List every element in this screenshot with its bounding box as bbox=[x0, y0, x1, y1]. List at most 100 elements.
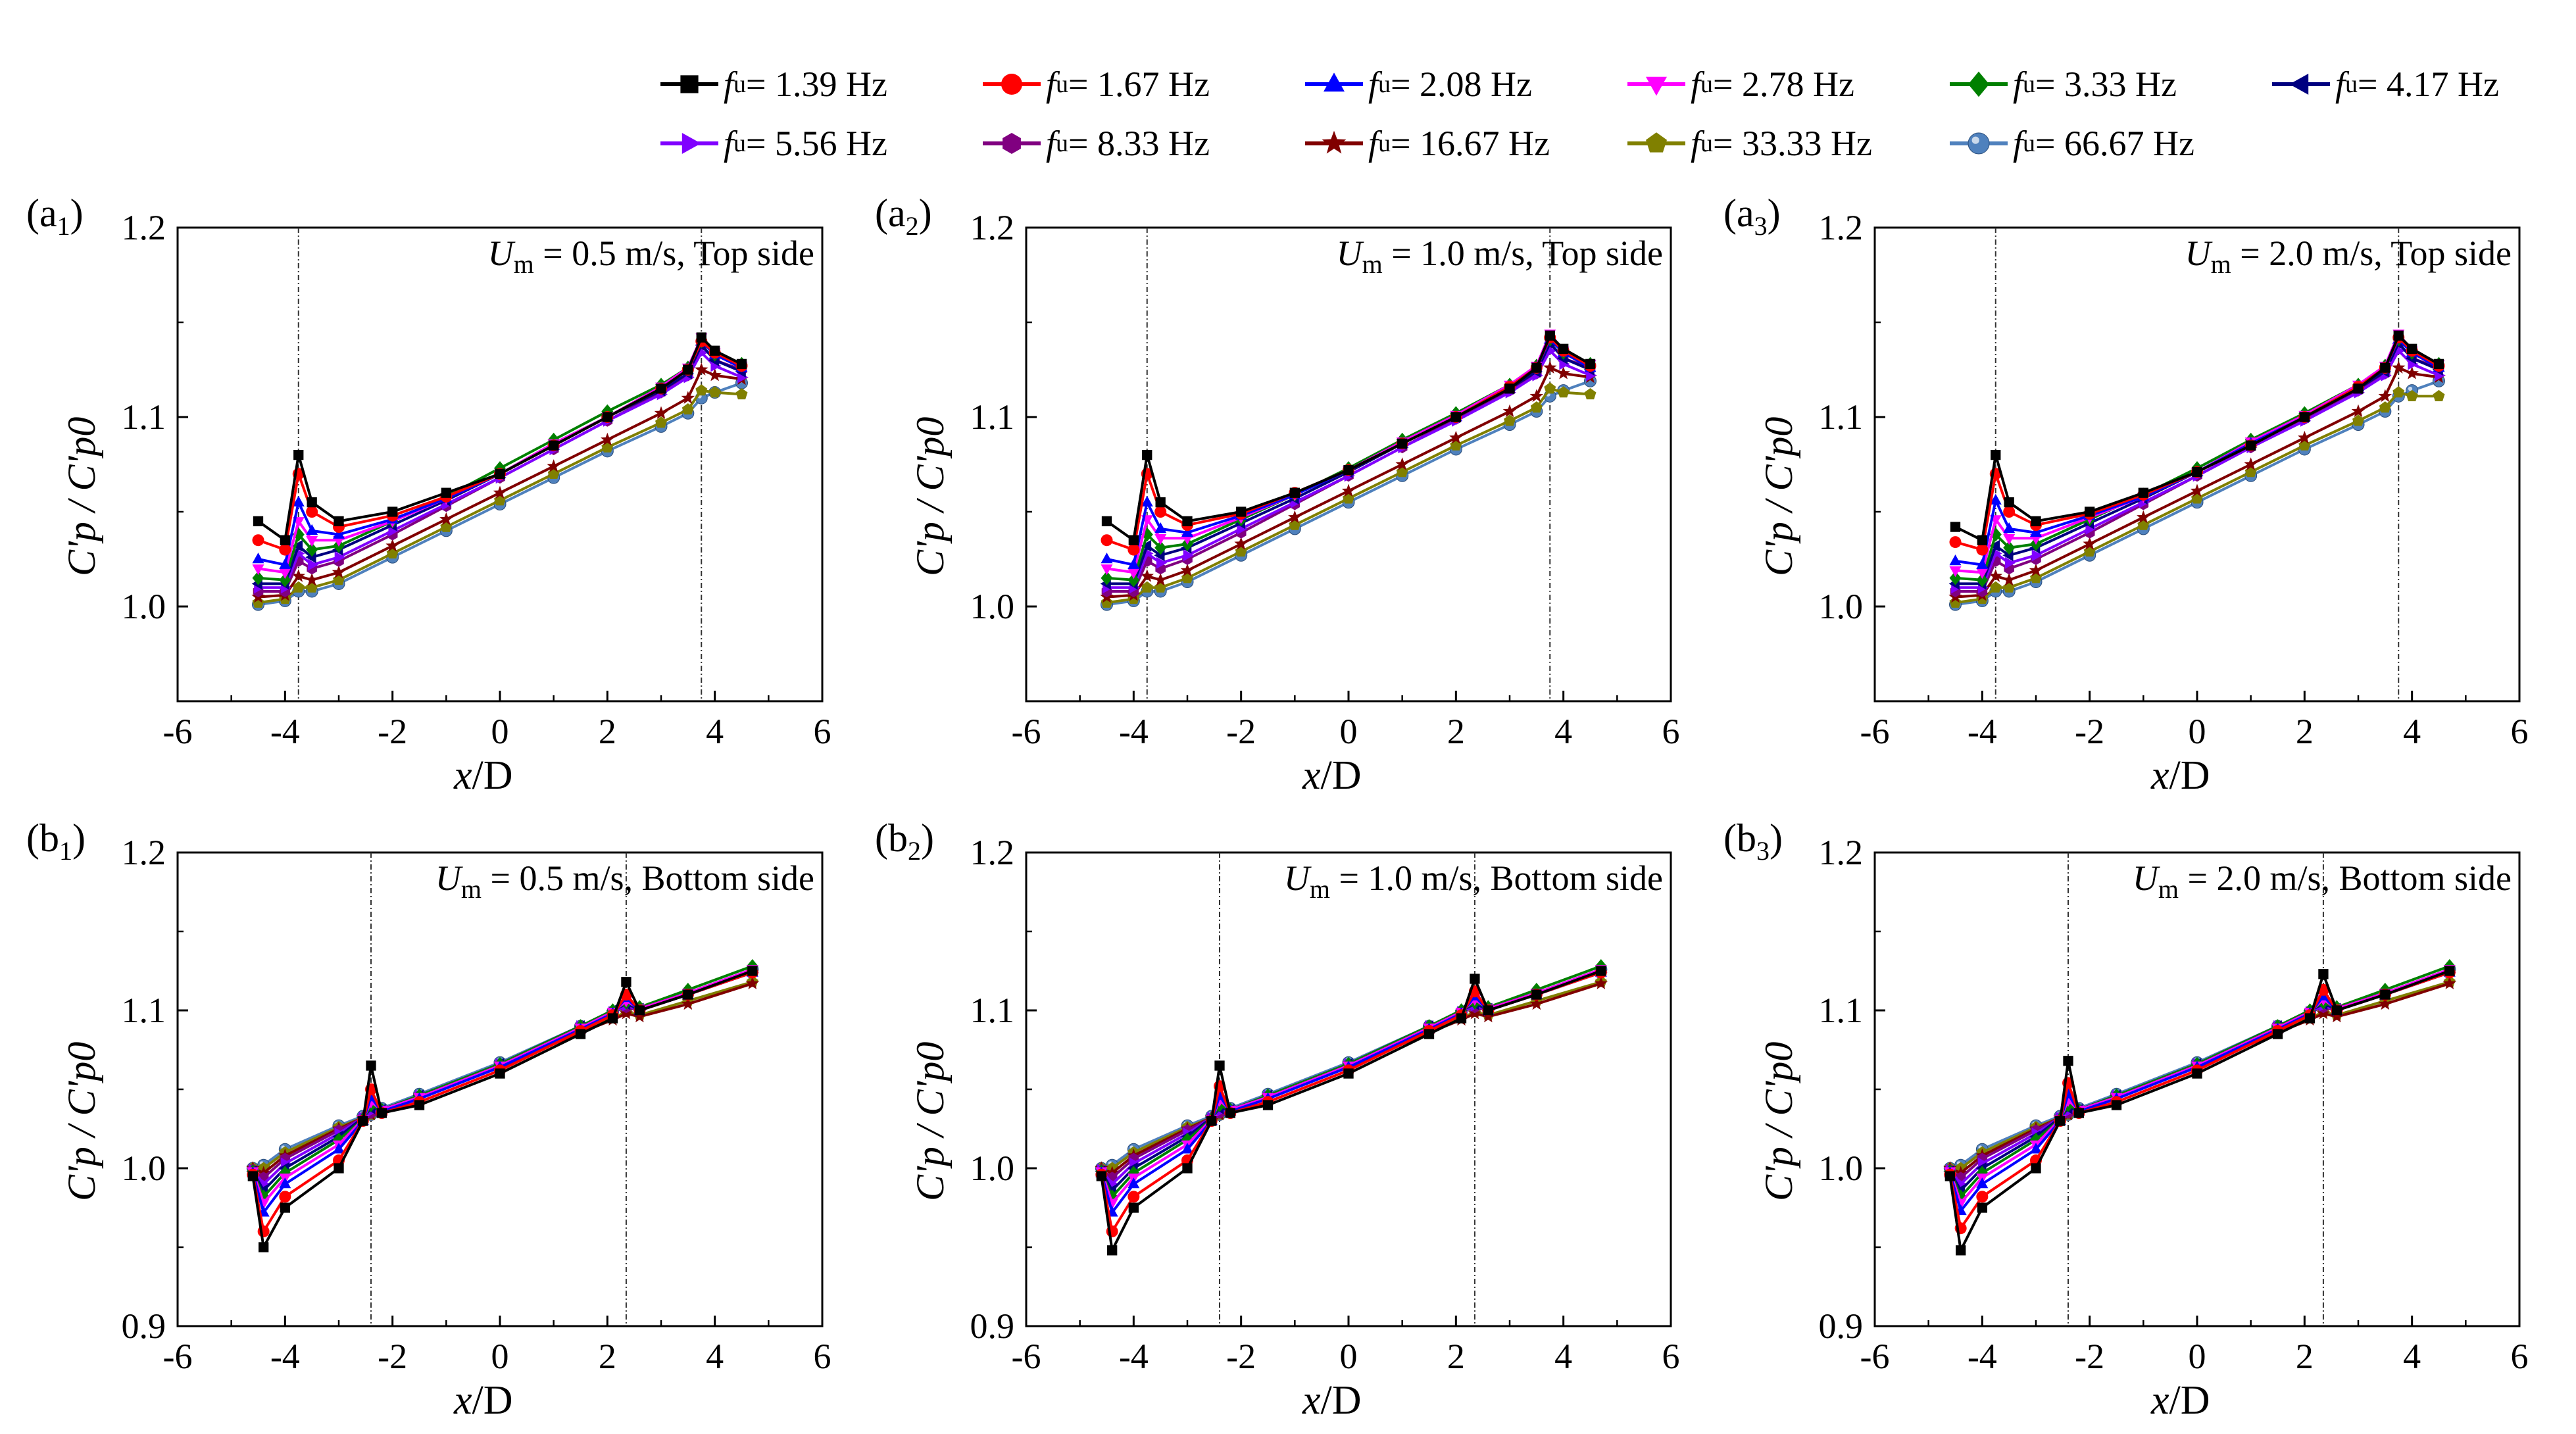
x-tick-label: 4 bbox=[706, 1337, 724, 1376]
y-tick-label: 1.0 bbox=[970, 587, 1015, 626]
series-5 bbox=[252, 334, 748, 587]
x-axis-label-var: x bbox=[1302, 1378, 1321, 1423]
data-point bbox=[1529, 997, 1544, 1010]
legend-symbol: f bbox=[1368, 64, 1379, 104]
data-point bbox=[2003, 506, 2016, 518]
x-tick-label: -6 bbox=[163, 1337, 193, 1376]
data-point bbox=[1154, 534, 1167, 545]
data-point bbox=[293, 449, 304, 460]
legend-label: = 5.56 Hz bbox=[746, 124, 887, 163]
data-point bbox=[2030, 534, 2042, 545]
annotation-text: = 1.0 m/s, Top side bbox=[1382, 234, 1663, 273]
x-tick-label: 0 bbox=[491, 1337, 509, 1376]
x-tick-label: 4 bbox=[1554, 712, 1572, 751]
data-point bbox=[1236, 507, 1247, 517]
data-point bbox=[735, 388, 748, 400]
x-axis-label: x/D bbox=[454, 1377, 513, 1424]
legend-subscript: u bbox=[733, 130, 747, 157]
panel-annotation: Um = 0.5 m/s, Top side bbox=[488, 233, 814, 280]
plot-area bbox=[251, 332, 749, 611]
data-point bbox=[1504, 383, 1515, 394]
plot-frame bbox=[1873, 851, 2521, 1327]
legend-swatch bbox=[1950, 71, 2008, 97]
x-axis-label-var: x bbox=[454, 1378, 472, 1423]
data-point bbox=[307, 558, 319, 571]
data-point bbox=[2380, 362, 2390, 373]
data-point bbox=[1449, 430, 1463, 444]
data-point bbox=[280, 1202, 290, 1213]
series-line bbox=[1948, 970, 2450, 1255]
marker-highlight bbox=[1971, 136, 1979, 144]
data-point bbox=[1502, 404, 1517, 418]
annotation-text: = 1.0 m/s, Bottom side bbox=[1330, 858, 1664, 898]
data-point bbox=[2407, 343, 2417, 354]
panel-letter-close: ) bbox=[920, 816, 934, 860]
data-point bbox=[2299, 412, 2310, 422]
data-point bbox=[2433, 389, 2445, 401]
data-point bbox=[1153, 572, 1168, 586]
data-point bbox=[1977, 535, 1987, 545]
data-point bbox=[2003, 581, 2016, 593]
data-point bbox=[259, 1242, 269, 1252]
series-5 bbox=[1101, 332, 1597, 587]
data-point bbox=[2031, 516, 2041, 527]
panel-annotation: Um = 2.0 m/s, Top side bbox=[2185, 233, 2512, 280]
data-point bbox=[2272, 1029, 2283, 1039]
panel-letter-close: ) bbox=[72, 816, 86, 860]
data-point bbox=[708, 368, 722, 382]
series-line bbox=[1106, 333, 1591, 543]
legend-symbol: f bbox=[2335, 64, 2346, 104]
series-line bbox=[258, 339, 743, 581]
data-point bbox=[1989, 569, 2002, 582]
legend-swatch bbox=[2272, 74, 2330, 95]
data-point bbox=[1977, 1202, 1987, 1213]
legend-symbol: f bbox=[1691, 64, 1701, 104]
data-point bbox=[2433, 358, 2444, 370]
x-tick-label: 6 bbox=[2511, 712, 2529, 751]
x-tick-label: 6 bbox=[2511, 1337, 2529, 1376]
data-point bbox=[1956, 1245, 1966, 1256]
y-tick-label: 1.1 bbox=[970, 991, 1015, 1030]
x-tick-label: -2 bbox=[1226, 1337, 1256, 1376]
y-tick-label: 1.0 bbox=[1819, 587, 1864, 626]
data-point bbox=[1127, 558, 1140, 569]
legend-swatch bbox=[1950, 132, 2008, 155]
series-line bbox=[1948, 971, 2450, 1232]
legend-marker bbox=[1324, 72, 1345, 92]
y-tick-label: 1.2 bbox=[122, 833, 166, 872]
annotation-subscript: m bbox=[2210, 249, 2231, 279]
data-point bbox=[1544, 382, 1556, 394]
x-tick-label: 2 bbox=[2296, 712, 2314, 751]
data-point bbox=[279, 543, 291, 556]
data-point bbox=[2378, 389, 2392, 403]
y-tick-label: 1.0 bbox=[122, 1149, 166, 1188]
data-point bbox=[333, 535, 345, 547]
series-1 bbox=[1096, 966, 1606, 1256]
y-axis-label: C'p / C'p0 bbox=[908, 416, 952, 576]
y-tick-label: 1.2 bbox=[122, 208, 166, 247]
data-point bbox=[1140, 569, 1154, 582]
legend-marker bbox=[1968, 71, 1989, 97]
panel-letter-sub: 3 bbox=[1756, 836, 1770, 866]
plot-frame bbox=[176, 851, 824, 1327]
legend-subscript: u bbox=[2023, 130, 2036, 157]
plot-area bbox=[1095, 959, 1608, 1256]
data-point bbox=[387, 507, 398, 517]
data-point bbox=[2406, 389, 2418, 401]
data-point bbox=[1154, 522, 1167, 533]
panel-a2: -6 -4 -2 0 2 4 6 1.0 1.1 1.2 (a2) Um = 1.0 m/s, Top… bbox=[849, 178, 1704, 809]
data-point bbox=[1989, 493, 2002, 505]
data-point bbox=[333, 574, 345, 585]
data-point bbox=[1530, 401, 1543, 413]
series-2 bbox=[252, 335, 748, 556]
marker-highlight bbox=[2408, 386, 2413, 391]
data-point bbox=[252, 564, 264, 576]
x-axis-label: x/D bbox=[1302, 1377, 1362, 1424]
data-point bbox=[2030, 1143, 2042, 1154]
legend-subscript: u bbox=[733, 70, 747, 98]
x-tick-label: 2 bbox=[2296, 1337, 2314, 1376]
data-point bbox=[2029, 563, 2043, 576]
data-point bbox=[2378, 997, 2392, 1010]
data-point bbox=[1101, 516, 1112, 527]
data-point bbox=[1504, 414, 1516, 426]
